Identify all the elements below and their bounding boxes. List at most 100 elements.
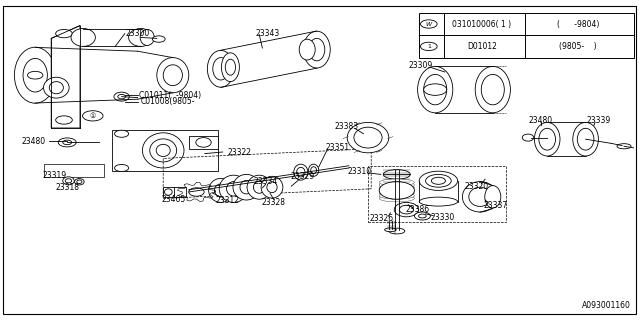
Ellipse shape (196, 138, 211, 147)
Text: C01011(  -9804): C01011( -9804) (138, 91, 201, 100)
Ellipse shape (63, 177, 74, 185)
Ellipse shape (225, 59, 236, 75)
Ellipse shape (389, 228, 405, 234)
Text: 23480: 23480 (529, 116, 553, 124)
Ellipse shape (379, 189, 415, 196)
Circle shape (58, 138, 76, 147)
Ellipse shape (214, 184, 227, 197)
Ellipse shape (399, 205, 413, 214)
Ellipse shape (468, 187, 492, 206)
Circle shape (115, 164, 129, 172)
Ellipse shape (189, 188, 204, 196)
Circle shape (56, 116, 72, 124)
Ellipse shape (142, 133, 184, 168)
Ellipse shape (219, 175, 248, 203)
Ellipse shape (379, 187, 415, 194)
Ellipse shape (300, 39, 315, 60)
Ellipse shape (379, 181, 415, 188)
Ellipse shape (253, 181, 265, 193)
Circle shape (63, 140, 72, 145)
Ellipse shape (418, 67, 453, 113)
Text: 23334: 23334 (253, 177, 278, 186)
Text: 23330: 23330 (431, 213, 455, 222)
Ellipse shape (419, 171, 458, 190)
Ellipse shape (431, 177, 445, 184)
Text: 23319: 23319 (42, 171, 67, 180)
Text: 23465: 23465 (162, 195, 186, 204)
Ellipse shape (385, 228, 396, 232)
Ellipse shape (481, 75, 504, 105)
Text: 23343: 23343 (255, 29, 280, 38)
Circle shape (420, 20, 437, 28)
Ellipse shape (475, 67, 511, 113)
Ellipse shape (347, 123, 389, 153)
Ellipse shape (485, 186, 501, 208)
Ellipse shape (379, 179, 415, 186)
Text: ①: ① (90, 113, 96, 119)
Ellipse shape (212, 58, 229, 80)
Ellipse shape (379, 184, 415, 191)
Ellipse shape (23, 59, 47, 92)
Ellipse shape (114, 92, 129, 101)
Ellipse shape (15, 47, 56, 103)
Text: 23309: 23309 (409, 61, 433, 70)
Text: W: W (426, 21, 432, 27)
Ellipse shape (233, 174, 260, 200)
Text: 23310: 23310 (348, 167, 372, 176)
Ellipse shape (261, 176, 283, 198)
Ellipse shape (71, 28, 95, 46)
Ellipse shape (247, 175, 271, 199)
Ellipse shape (415, 212, 431, 220)
Ellipse shape (227, 182, 241, 196)
Ellipse shape (522, 134, 534, 141)
Text: 23383: 23383 (335, 122, 359, 131)
Ellipse shape (426, 174, 451, 187)
Text: 23329: 23329 (290, 172, 314, 181)
Circle shape (115, 130, 129, 137)
Circle shape (28, 71, 43, 79)
Text: 23326: 23326 (369, 214, 394, 223)
Ellipse shape (221, 53, 239, 82)
Ellipse shape (311, 167, 317, 174)
Ellipse shape (157, 58, 189, 93)
Ellipse shape (354, 127, 382, 148)
Ellipse shape (129, 28, 153, 46)
Text: 23351: 23351 (325, 143, 349, 152)
Ellipse shape (617, 144, 631, 149)
Ellipse shape (424, 75, 447, 105)
Circle shape (83, 111, 103, 121)
Ellipse shape (394, 203, 419, 217)
Ellipse shape (77, 180, 82, 184)
Polygon shape (51, 26, 80, 128)
Text: 23320: 23320 (465, 182, 489, 191)
Bar (189, 136, 218, 149)
Text: (9805-    ): (9805- ) (559, 42, 596, 51)
Text: C01008(9805-: C01008(9805- (141, 97, 196, 106)
Ellipse shape (296, 167, 305, 177)
Ellipse shape (44, 77, 69, 98)
Bar (419, 13, 634, 58)
Ellipse shape (379, 181, 415, 199)
Ellipse shape (294, 164, 308, 180)
Ellipse shape (577, 128, 594, 150)
Ellipse shape (150, 139, 177, 162)
Text: 23337: 23337 (483, 201, 508, 210)
Ellipse shape (573, 123, 598, 156)
Ellipse shape (118, 94, 125, 99)
Text: 031010006( 1 ): 031010006( 1 ) (452, 20, 511, 28)
Ellipse shape (379, 195, 415, 202)
Circle shape (56, 29, 72, 38)
Circle shape (420, 42, 437, 51)
Ellipse shape (303, 31, 330, 68)
Ellipse shape (207, 51, 234, 87)
Ellipse shape (140, 29, 154, 45)
Text: 23322: 23322 (228, 148, 252, 156)
Polygon shape (163, 187, 186, 197)
Ellipse shape (534, 123, 560, 156)
Ellipse shape (49, 82, 63, 94)
Ellipse shape (163, 65, 182, 86)
Ellipse shape (383, 170, 410, 179)
Text: D01012: D01012 (467, 42, 497, 51)
Ellipse shape (462, 182, 498, 212)
Ellipse shape (419, 214, 426, 218)
